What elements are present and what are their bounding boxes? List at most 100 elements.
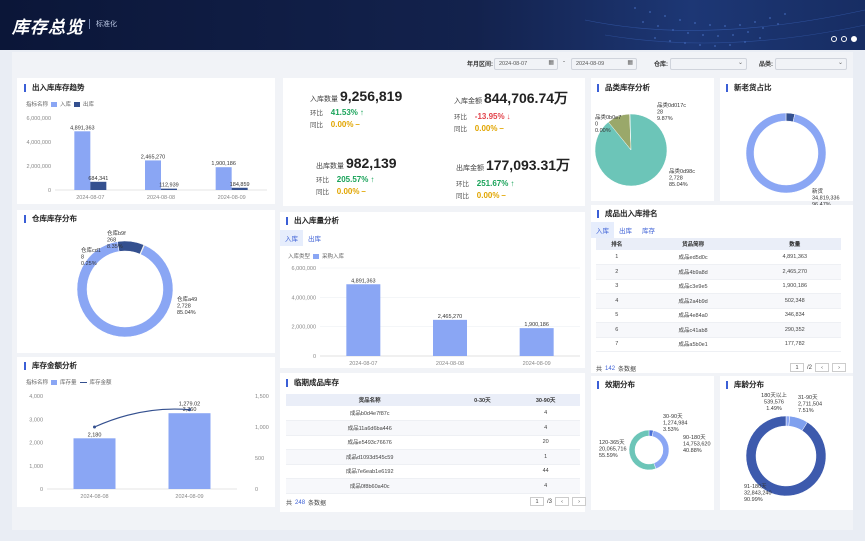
- y-tick-label: 1,000: [29, 464, 43, 470]
- chevron-down-icon: ⌄: [737, 60, 743, 66]
- bar-入库: [145, 160, 161, 190]
- kpi-value: 844,706.74万: [483, 90, 569, 106]
- tab-in[interactable]: 入库: [591, 222, 614, 238]
- yoy-value: 0.00%: [336, 187, 360, 196]
- y-tick-label: 6,000,000: [27, 116, 51, 122]
- carousel-dot-3[interactable]: [851, 36, 857, 42]
- ratio-label: 环比: [310, 110, 323, 117]
- data-label: 1,900,186: [211, 161, 235, 167]
- slice-label: 20,065,716: [599, 447, 627, 453]
- ratio-value: 205.57%: [336, 175, 369, 184]
- slice-label: 55.59%: [599, 453, 618, 459]
- slice-label: 品类0d017c: [657, 101, 686, 109]
- carousel-dot-1[interactable]: [831, 36, 837, 42]
- ranking-header-0: 排名: [596, 238, 638, 250]
- slice-label: 0.00%: [595, 128, 611, 134]
- flat-icon: –: [499, 124, 504, 133]
- x-tick-label: 2024-08-08: [80, 494, 108, 500]
- page-title: 库存总览: [12, 18, 84, 37]
- table-row: 7 成品a5b0e1 177,782: [596, 337, 841, 352]
- warehouse-select[interactable]: ⌄: [670, 58, 747, 70]
- slice-label: 90.99%: [744, 497, 763, 503]
- amount-chart: 4,000 3,000 2,000 1,000 0 2024-08-08 2,180 2024…: [29, 394, 269, 500]
- prev-page-button[interactable]: ‹: [555, 497, 570, 506]
- table-cell: 4,891,363: [748, 250, 841, 265]
- data-label: 684,341: [88, 176, 108, 182]
- category-select[interactable]: ⌄: [775, 58, 847, 70]
- date-to-input[interactable]: 2024-08-09 ▦: [571, 58, 637, 70]
- date-from-input[interactable]: 2024-08-07 ▦: [494, 58, 558, 70]
- kpi-value: 9,256,819: [339, 88, 403, 104]
- total-prefix: 共: [286, 501, 293, 507]
- tab-out[interactable]: 出库: [308, 236, 321, 243]
- ratio-label: 环比: [456, 181, 469, 188]
- yoy-label: 同比: [454, 126, 467, 133]
- x-tick-label: 2024-08-08: [147, 195, 175, 201]
- y-tick-label: 4,000,000: [27, 140, 51, 146]
- table-cell: 成品d1093d545c59: [286, 449, 454, 465]
- next-page-button[interactable]: ›: [832, 363, 847, 372]
- carousel-dot-2[interactable]: [841, 36, 847, 42]
- table-cell: [453, 464, 512, 479]
- near-expiry-total: 共 248 条数据: [286, 498, 326, 508]
- table-cell: 4: [596, 293, 638, 309]
- table-cell: 177,782: [748, 337, 841, 352]
- table-cell: 290,352: [748, 322, 841, 338]
- table-row: 成品11a6d6ba446 4: [286, 420, 580, 436]
- y-tick-label: 2,000: [29, 441, 43, 447]
- yoy-label: 同比: [316, 189, 329, 196]
- x-tick-label: 2024-08-09: [523, 361, 551, 367]
- ranking-header-1: 货品简称: [637, 238, 749, 250]
- slice-label: 34,819,336: [812, 196, 840, 202]
- amount-title: 库存金额分析: [24, 362, 77, 370]
- ratio-label: 环比: [316, 177, 329, 184]
- tab-stock[interactable]: 库存: [642, 228, 655, 235]
- line-point: [188, 408, 191, 412]
- expiry-header-1: 0-30天: [453, 394, 512, 406]
- bar-库存量: [168, 413, 211, 489]
- ratio-value: 41.53%: [330, 108, 358, 117]
- bar-出库: [161, 188, 177, 190]
- legend-bar: 库存量: [60, 380, 77, 386]
- table-row: 1 成品ed5d0c 4,891,363: [596, 250, 841, 265]
- slice-label: 31-90天: [798, 394, 818, 401]
- table-cell: 6: [596, 322, 638, 338]
- table-row: 成品b0d4e7f87c 4: [286, 406, 580, 421]
- page-total: /2: [807, 364, 813, 371]
- table-cell: 44: [511, 464, 580, 479]
- tab-out[interactable]: 出库: [619, 228, 632, 235]
- trend-chart: 6,000,000 4,000,000 2,000,000 0 2024-08-07 4,…: [27, 116, 267, 201]
- slice-label: 40.88%: [683, 448, 702, 454]
- table-cell: 5: [596, 308, 638, 323]
- slice-2: [628, 429, 657, 471]
- tab-in[interactable]: 入库: [280, 230, 303, 246]
- y-tick-label: 3,000: [29, 417, 43, 423]
- kpi-in-qty: 入库数量 9,256,819 环比 41.53% ↑ 同比 0.00% –: [310, 88, 402, 129]
- prev-page-button[interactable]: ‹: [815, 363, 830, 372]
- slice-label: 30-90天: [663, 413, 683, 420]
- page-input[interactable]: 1: [790, 363, 804, 372]
- io-volume-tabs: 入库 出库: [280, 230, 326, 246]
- table-cell: [453, 435, 512, 450]
- io-volume-legend: 入库类型 采购入库: [288, 252, 344, 260]
- table-cell: [453, 406, 512, 421]
- slice-2: [745, 415, 827, 497]
- validity-title: 效期分布: [597, 381, 635, 389]
- validity-panel: [591, 376, 714, 510]
- next-page-button[interactable]: ›: [572, 497, 587, 506]
- data-label: 4,891,363: [351, 278, 375, 284]
- category-label: 品类:: [759, 62, 773, 68]
- y2-tick-label: 0: [255, 487, 258, 493]
- x-tick-label: 2024-08-08: [436, 361, 464, 367]
- new-old-panel: [720, 78, 853, 201]
- header-banner: 库存总览 标准化: [0, 0, 865, 50]
- table-cell: 4: [511, 406, 580, 421]
- page-total: /3: [547, 498, 553, 505]
- slice-label: 180天以上: [761, 392, 787, 399]
- slice-label: 7.51%: [798, 408, 814, 414]
- page-input[interactable]: 1: [530, 497, 544, 506]
- io-volume-title: 出入库量分析: [286, 217, 339, 225]
- table-cell: [453, 420, 512, 436]
